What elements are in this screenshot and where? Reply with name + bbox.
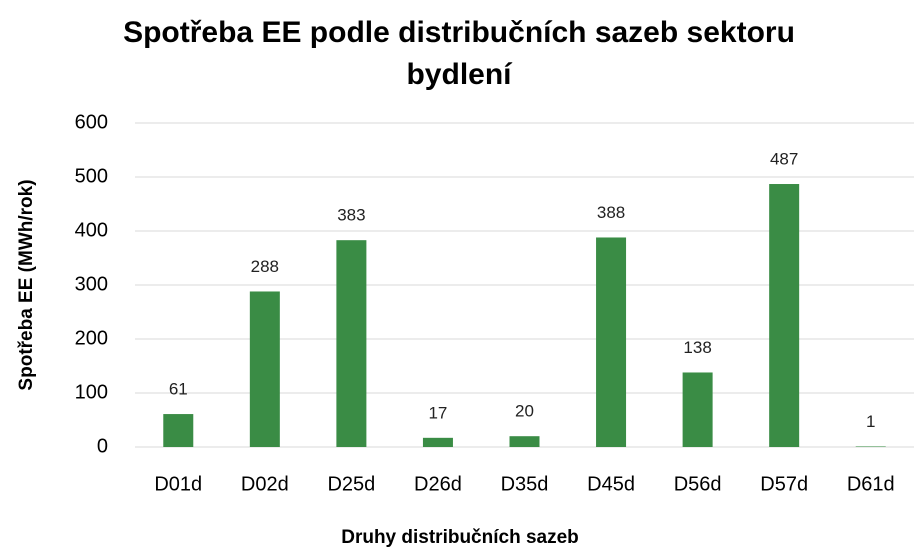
value-label: 1 [866,412,875,431]
x-tick-label: D25d [327,473,375,495]
y-tick-label: 400 [75,219,108,241]
value-label: 138 [683,338,711,357]
y-tick-label: 0 [97,435,108,457]
y-tick-label: 200 [75,327,108,349]
bar [336,240,367,447]
value-label: 383 [337,206,365,225]
x-tick-label: D56d [674,473,722,495]
x-tick-label: D35d [501,473,549,495]
x-tick-label: D26d [414,473,462,495]
bar [509,436,540,447]
y-tick-label: 500 [75,165,108,187]
y-tick-label: 300 [75,273,108,295]
value-label: 61 [169,380,188,399]
bar [682,372,713,447]
x-tick-label: D45d [587,473,635,495]
value-label: 17 [428,403,447,422]
value-label: 487 [770,150,798,169]
value-label: 288 [251,257,279,276]
value-label: 388 [597,203,625,222]
x-tick-label: D02d [241,473,289,495]
bar [596,237,627,447]
x-tick-label: D61d [847,473,895,495]
bar [163,414,194,447]
chart-title: Spotřeba EE podle distribučních sazeb se… [123,16,795,91]
x-tick-label: D01d [154,473,202,495]
bar [249,291,280,447]
value-label: 20 [515,402,534,421]
bar [855,446,886,447]
x-axis-label: Druhy distribučních sazeb [341,527,579,548]
x-tick-label: D57d [760,473,808,495]
y-axis-label: Spotřeba EE (MWh/rok) [16,179,37,390]
bar [769,184,800,447]
y-tick-label: 600 [75,111,108,133]
y-tick-label: 100 [75,381,108,403]
bar [422,437,453,447]
